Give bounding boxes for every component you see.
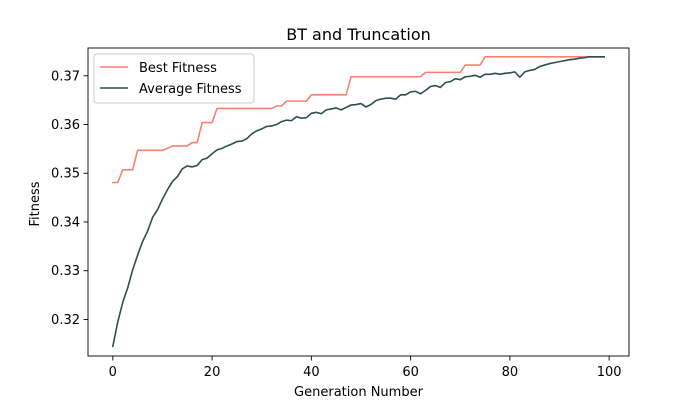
chart-title: BT and Truncation bbox=[286, 25, 431, 44]
x-tick-label: 60 bbox=[402, 365, 419, 380]
series-line-best-fitness bbox=[112, 55, 605, 184]
series-line-average-fitness bbox=[111, 55, 605, 348]
x-tick-label: 0 bbox=[109, 365, 117, 380]
y-tick-label: 0.35 bbox=[51, 167, 80, 182]
x-tick-label: 80 bbox=[502, 365, 519, 380]
legend-box bbox=[93, 53, 255, 104]
x-tick-label: 20 bbox=[204, 365, 221, 380]
x-tick-label: 100 bbox=[597, 365, 622, 380]
y-tick-label: 0.32 bbox=[51, 313, 80, 328]
legend: Best Fitness Average Fitness bbox=[93, 53, 255, 104]
legend-label-best-fitness: Best Fitness bbox=[139, 61, 217, 76]
y-tick-label: 0.33 bbox=[51, 264, 80, 279]
y-tick-label: 0.37 bbox=[51, 69, 80, 84]
y-tick-label: 0.36 bbox=[51, 118, 80, 133]
axes-frame bbox=[87, 47, 630, 357]
x-axis-label: Generation Number bbox=[294, 385, 424, 400]
x-tick-label: 40 bbox=[303, 365, 320, 380]
plot-area: 0 20 40 60 80 100 0.32 0.33 0.34 0.35 0.36 0.37 Best… bbox=[51, 47, 630, 380]
y-tick-label: 0.34 bbox=[51, 215, 80, 230]
legend-label-average-fitness: Average Fitness bbox=[139, 82, 242, 97]
y-axis-label: Fitness bbox=[28, 181, 43, 226]
